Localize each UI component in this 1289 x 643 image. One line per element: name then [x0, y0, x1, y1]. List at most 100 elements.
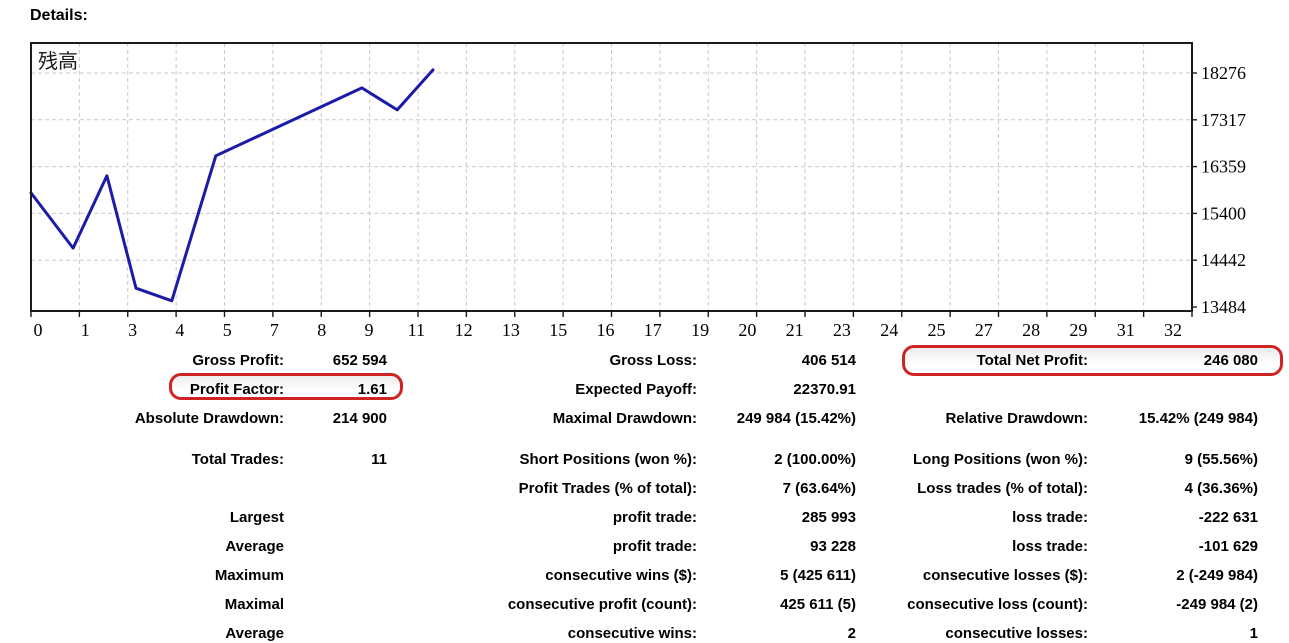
stat-label: Short Positions (won %):: [519, 451, 698, 468]
stat-value: 406 514: [801, 352, 856, 369]
stat-value: 1: [1249, 625, 1258, 642]
stat-value: 652 594: [332, 352, 387, 369]
stat-label: Maximal Drawdown:: [552, 410, 697, 427]
stat-value: 11: [371, 451, 387, 468]
x-tick-label: 21: [786, 320, 804, 340]
table-row: Maximal consecutive profit (count): 425 …: [0, 596, 1289, 614]
stat-value: 15.42% (249 984): [1138, 410, 1258, 427]
stat-value: 22370.91: [793, 381, 856, 398]
x-tick-label: 12: [455, 320, 473, 340]
stat-value: 2 (100.00%): [774, 451, 856, 468]
stat-label: Relative Drawdown:: [945, 410, 1088, 427]
stat-label: Absolute Drawdown:: [134, 410, 284, 427]
x-tick-label: 4: [175, 320, 184, 340]
stat-value: 249 984 (15.42%): [736, 410, 856, 427]
y-axis-labels: 18276 17317 16359 15400 14442 13484: [1201, 63, 1246, 317]
table-row: Maximum consecutive wins ($): 5 (425 611…: [0, 567, 1289, 585]
stat-label: loss trade:: [1012, 538, 1088, 555]
x-tick-label: 8: [317, 320, 326, 340]
x-tick-label: 23: [833, 320, 851, 340]
profit-factor-highlight-box: [169, 373, 403, 400]
x-tick-label: 7: [270, 320, 279, 340]
stat-label: consecutive losses:: [945, 625, 1088, 642]
stat-value: -249 984 (2): [1176, 596, 1258, 613]
chart-title-balance: 残高: [38, 50, 78, 73]
stat-value: -222 631: [1198, 509, 1258, 526]
stat-label: Gross Profit:: [192, 352, 284, 369]
stat-value: 1.61: [357, 381, 387, 398]
total-net-profit-highlight-box: [902, 345, 1283, 376]
stat-value: 214 900: [332, 410, 387, 427]
stat-label: Expected Payoff:: [575, 381, 697, 398]
chart-border: [30, 42, 1193, 312]
page-title: Details:: [30, 7, 88, 24]
x-gridlines: [78, 43, 1145, 311]
x-axis-labels: 0 1 3 4 5 7 8 9 11 12 13 15 16 17 19 20 21 23 24 25 27 28 29 31…: [34, 320, 1183, 340]
stat-label: consecutive loss (count):: [907, 596, 1088, 613]
x-tick-label: 32: [1164, 320, 1182, 340]
table-row: Total Trades: 11 Short Positions (won %)…: [0, 451, 1289, 469]
x-tick-label: 13: [502, 320, 520, 340]
y-tick-label: 14442: [1201, 250, 1246, 270]
stat-value: 246 080: [1203, 352, 1258, 369]
stat-value: -101 629: [1198, 538, 1258, 555]
x-tick-label: 15: [549, 320, 567, 340]
y-tick-label: 18276: [1201, 63, 1246, 83]
y-tick-label: 13484: [1201, 297, 1246, 317]
stat-label: consecutive wins:: [567, 625, 697, 642]
x-tick-label: 11: [408, 320, 425, 340]
x-tick-label: 24: [880, 320, 898, 340]
x-tick-label: 9: [365, 320, 374, 340]
stat-label: consecutive wins ($):: [545, 567, 697, 584]
x-tick-label: 19: [691, 320, 709, 340]
stat-label: Profit Trades (% of total):: [518, 480, 697, 497]
stat-value: 4 (36.36%): [1184, 480, 1258, 497]
stat-label: Average: [225, 625, 284, 642]
table-row: Average profit trade: 93 228 loss trade:…: [0, 538, 1289, 556]
stat-value: 93 228: [810, 538, 856, 555]
x-tick-label: 1: [81, 320, 90, 340]
stat-label: Total Trades:: [191, 451, 284, 468]
table-row: Profit Factor: 1.61 Expected Payoff: 223…: [0, 381, 1289, 399]
stat-label: consecutive profit (count):: [507, 596, 697, 613]
stat-value: 285 993: [801, 509, 856, 526]
x-tick-label: 3: [128, 320, 137, 340]
axis-ticks: [30, 72, 1197, 317]
stat-label: Long Positions (won %):: [913, 451, 1088, 468]
stat-label: profit trade:: [612, 509, 697, 526]
stat-value: 9 (55.56%): [1184, 451, 1258, 468]
x-tick-label: 31: [1117, 320, 1135, 340]
table-row: Average consecutive wins: 2 consecutive …: [0, 625, 1289, 643]
x-tick-label: 25: [928, 320, 946, 340]
balance-line-series: [29, 68, 435, 303]
stat-label: Loss trades (% of total):: [917, 480, 1088, 497]
x-tick-label: 28: [1022, 320, 1040, 340]
balance-chart: 残高 0 1 3 4 5 7 8 9 11 12 13 15 16 17 19 20 21 23 24 25 27 28 2…: [29, 42, 1246, 340]
stat-value: 7 (63.64%): [782, 480, 856, 497]
stat-label: Gross Loss:: [609, 352, 697, 369]
stat-label: Maximal: [224, 596, 284, 613]
stat-label: Maximum: [214, 567, 284, 584]
x-tick-label: 29: [1069, 320, 1087, 340]
stat-label: loss trade:: [1012, 509, 1088, 526]
stat-label: Average: [225, 538, 284, 555]
x-tick-label: 16: [597, 320, 615, 340]
stat-label: profit trade:: [612, 538, 697, 555]
stat-label: Largest: [229, 509, 284, 526]
stat-value: 2 (-249 984): [1176, 567, 1258, 584]
stat-label: consecutive losses ($):: [922, 567, 1088, 584]
x-tick-label: 0: [34, 320, 43, 340]
stat-value: 5 (425 611): [780, 567, 856, 584]
table-row: Profit Trades (% of total): 7 (63.64%) L…: [0, 480, 1289, 498]
stat-value: 425 611 (5): [780, 596, 856, 613]
x-tick-label: 27: [975, 320, 993, 340]
table-row: Absolute Drawdown: 214 900 Maximal Drawd…: [0, 410, 1289, 428]
x-tick-label: 20: [738, 320, 756, 340]
y-tick-label: 17317: [1201, 110, 1246, 130]
table-row: Largest profit trade: 285 993 loss trade…: [0, 509, 1289, 527]
stat-value: 2: [847, 625, 856, 642]
stat-label: Profit Factor:: [189, 381, 284, 398]
y-gridlines: [31, 72, 1192, 261]
stat-label: Total Net Profit:: [976, 352, 1088, 369]
table-row: Gross Profit: 652 594 Gross Loss: 406 51…: [0, 352, 1289, 370]
